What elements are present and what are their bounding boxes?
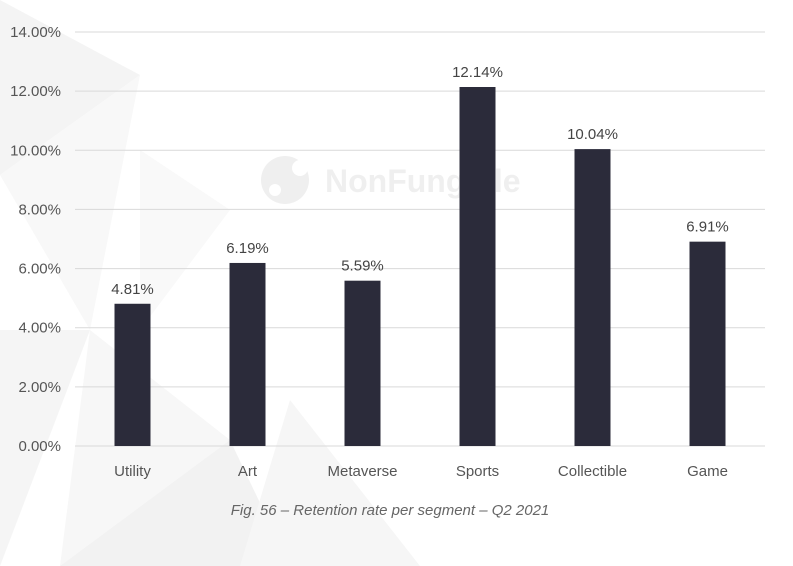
bar-art bbox=[229, 262, 266, 446]
bar-sports bbox=[459, 87, 496, 446]
y-tick-label: 12.00% bbox=[10, 83, 61, 100]
x-axis-categories: Utility Art Metaverse Sports Collectible Game bbox=[114, 463, 728, 480]
x-category-label: Utility bbox=[114, 463, 151, 480]
x-category-label: Metaverse bbox=[327, 463, 397, 480]
background-pattern bbox=[0, 0, 290, 566]
data-label: 10.04% bbox=[567, 126, 618, 143]
bar-collectible bbox=[574, 149, 611, 447]
x-category-label: Game bbox=[687, 463, 728, 480]
x-category-label: Collectible bbox=[558, 463, 627, 480]
y-tick-label: 8.00% bbox=[18, 201, 61, 218]
bar-metaverse bbox=[344, 280, 381, 446]
y-tick-label: 2.00% bbox=[18, 379, 61, 396]
data-label: 4.81% bbox=[111, 281, 154, 298]
y-tick-label: 6.00% bbox=[18, 261, 61, 278]
data-labels: 4.81% 6.19% 5.59% 12.14% 10.04% 6.91% bbox=[111, 64, 729, 298]
y-tick-label: 14.00% bbox=[10, 24, 61, 41]
data-label: 6.91% bbox=[686, 219, 729, 236]
y-tick-label: 0.00% bbox=[18, 438, 61, 455]
gridlines bbox=[75, 31, 765, 447]
figure-caption: Fig. 56 – Retention rate per segment – Q… bbox=[231, 502, 550, 519]
y-tick-label: 10.00% bbox=[10, 142, 61, 159]
data-label: 12.14% bbox=[452, 64, 503, 81]
x-category-label: Art bbox=[238, 463, 258, 480]
bars bbox=[114, 87, 726, 447]
bar-utility bbox=[114, 303, 151, 446]
y-tick-label: 4.00% bbox=[18, 320, 61, 337]
bar-game bbox=[689, 241, 726, 446]
data-label: 6.19% bbox=[226, 240, 269, 257]
x-category-label: Sports bbox=[456, 463, 499, 480]
data-label: 5.59% bbox=[341, 258, 384, 275]
y-axis-ticks: 0.00% 2.00% 4.00% 6.00% 8.00% 10.00% 12.00% 14.… bbox=[10, 24, 61, 455]
